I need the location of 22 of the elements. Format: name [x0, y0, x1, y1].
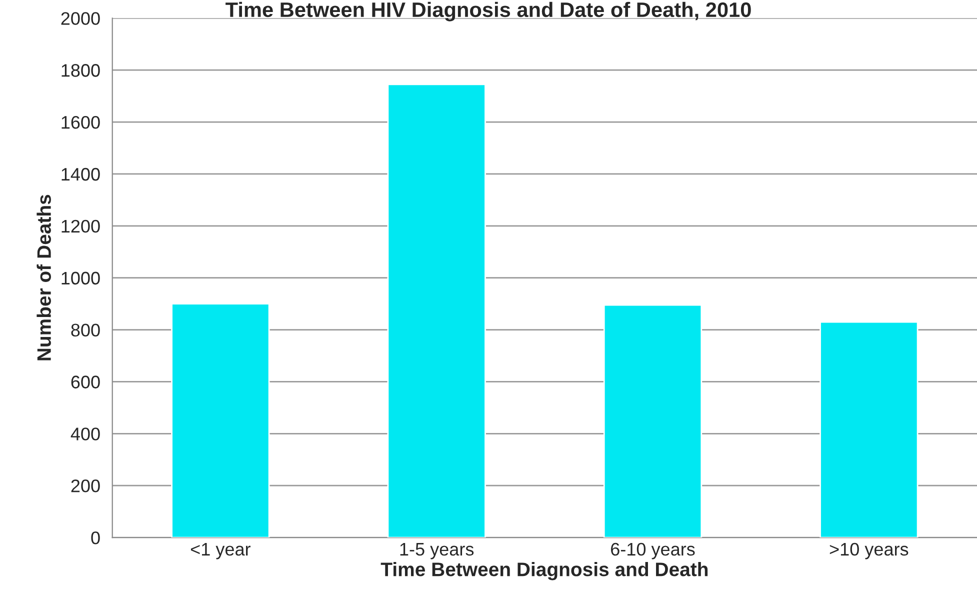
- chart-title: Time Between HIV Diagnosis and Date of Death, 2010: [226, 2, 751, 22]
- x-tick-label: 6-10 years: [611, 542, 695, 560]
- y-tick-label: 800: [71, 324, 100, 337]
- y-tick-label: 1800: [62, 64, 100, 77]
- y-tick-label: 0: [91, 531, 100, 544]
- x-axis-title: Time Between Diagnosis and Death: [380, 562, 708, 580]
- bar: [171, 303, 270, 538]
- y-tick-label: 1000: [62, 272, 100, 285]
- x-tick-label: 1-5 years: [400, 543, 474, 560]
- y-tick-label: 1400: [62, 168, 100, 181]
- y-tick-label: 200: [71, 480, 100, 492]
- y-tick-label: 1200: [62, 220, 100, 233]
- y-tick-label: 2000: [61, 12, 100, 25]
- y-tick-label: 1600: [62, 116, 100, 129]
- bar: [820, 321, 918, 538]
- y-tick-label: 400: [70, 428, 100, 440]
- bar: [387, 84, 486, 538]
- x-tick-label: <1 year: [190, 543, 250, 560]
- bar: [603, 304, 702, 538]
- y-tick-label: 600: [71, 376, 100, 388]
- y-axis-title: Number of Deaths: [36, 194, 51, 360]
- x-tick-label: >10 years: [830, 542, 908, 560]
